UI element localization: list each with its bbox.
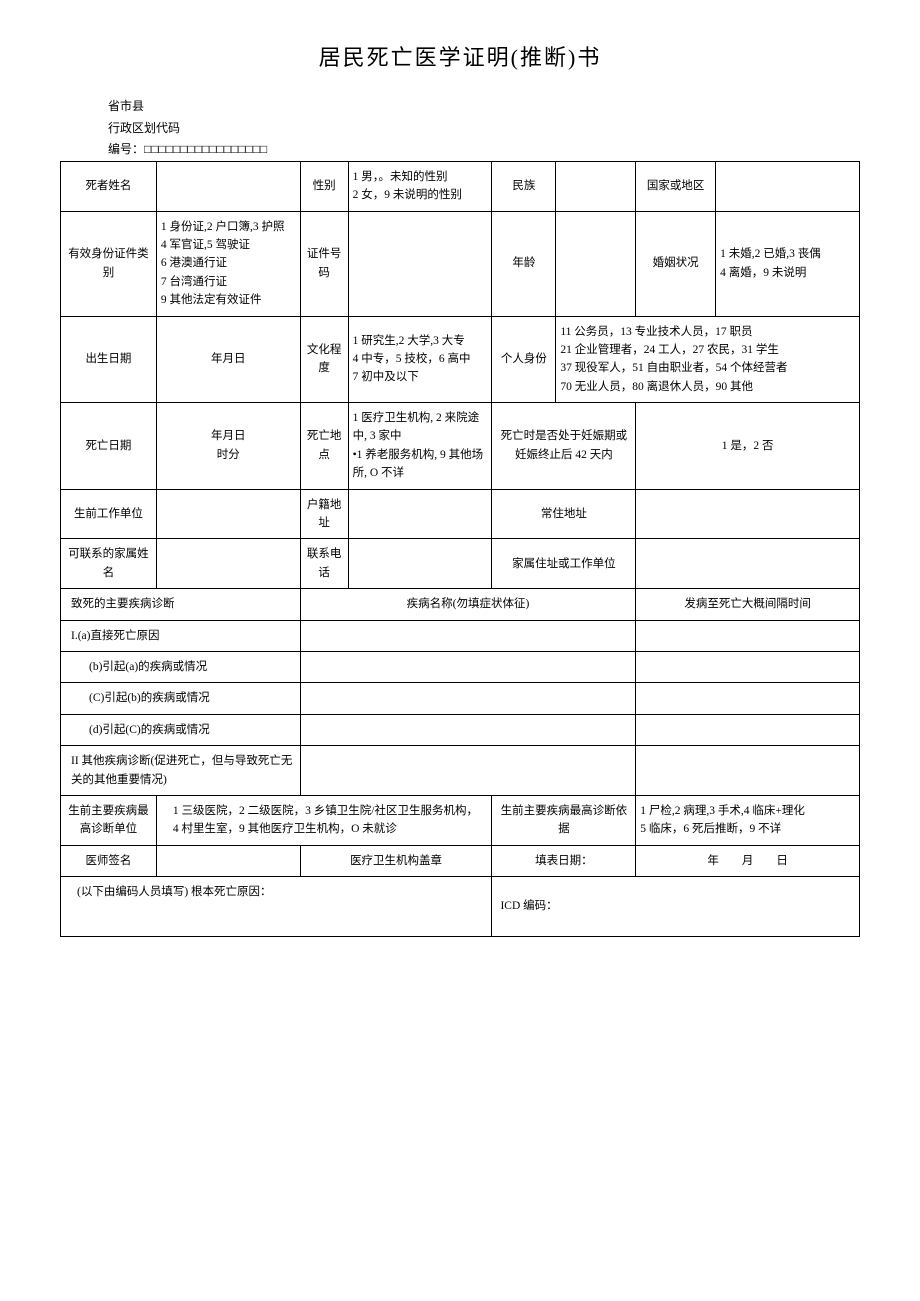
- label-age: 年龄: [492, 211, 556, 316]
- field-fill-date[interactable]: 年 月 日: [636, 845, 860, 876]
- label-icd[interactable]: ICD 编码：: [492, 877, 860, 937]
- label-cause-c: (C)引起(b)的疾病或情况: [61, 683, 301, 714]
- field-contact-name[interactable]: [156, 539, 300, 589]
- field-identity-opts: 11 公务员，13 专业技术人员，17 职员 21 企业管理者，24 工人，27…: [556, 316, 860, 403]
- field-id-no[interactable]: [348, 211, 492, 316]
- label-marital: 婚姻状况: [636, 211, 716, 316]
- field-diag-basis-opts: 1 尸检,2 病理,3 手术,4 临床+理化 5 临床，6 死后推断，9 不详: [636, 795, 860, 845]
- label-cause-ii: II 其他疾病诊断(促进死亡，但与导致死亡无关的其他重要情况): [61, 746, 301, 796]
- label-country: 国家或地区: [636, 161, 716, 211]
- label-diag-basis: 生前主要疾病最高诊断依据: [492, 795, 636, 845]
- label-id-type: 有效身份证件类别: [61, 211, 157, 316]
- field-ethnic[interactable]: [556, 161, 636, 211]
- label-reg-addr: 户籍地址: [300, 489, 348, 539]
- field-sex-opts: 1 男，。未知的性别 2 女，9 未说明的性别: [348, 161, 492, 211]
- field-cause-d-name[interactable]: [300, 714, 636, 745]
- field-death-place-opts: 1 医疗卫生机构, 2 来院途中, 3 家中 •1 养老服务机构, 9 其他场所…: [348, 403, 492, 490]
- field-edu-opts: 1 研究生,2 大学,3 大专 4 中专，5 技校，6 高中 7 初中及以下: [348, 316, 492, 403]
- field-res-addr[interactable]: [636, 489, 860, 539]
- field-birth[interactable]: 年月日: [156, 316, 300, 403]
- label-contact-addr: 家属住址或工作单位: [492, 539, 636, 589]
- label-res-addr: 常住地址: [492, 489, 636, 539]
- label-interval-header: 发病至死亡大概间隔时间: [636, 589, 860, 620]
- field-diag-unit-opts: 1 三级医院，2 二级医院，3 乡镇卫生院/社区卫生服务机构， 4 村里生室，9…: [156, 795, 492, 845]
- field-country[interactable]: [716, 161, 860, 211]
- field-pregnancy-opts: 1 是，2 否: [636, 403, 860, 490]
- label-org-stamp: 医疗卫生机构盖章: [300, 845, 492, 876]
- field-cause-a-name[interactable]: [300, 620, 636, 651]
- field-cause-c-interval[interactable]: [636, 683, 860, 714]
- field-marital-opts: 1 未婚,2 已婚,3 丧偶 4 离婚，9 未说明: [716, 211, 860, 316]
- header-province: 省市县: [108, 96, 860, 118]
- label-cause-a: I.(a)直接死亡原因: [61, 620, 301, 651]
- field-cause-d-interval[interactable]: [636, 714, 860, 745]
- label-diag-unit: 生前主要疾病最高诊断单位: [61, 795, 157, 845]
- field-cause-a-interval[interactable]: [636, 620, 860, 651]
- label-cause-b: (b)引起(a)的疾病或情况: [61, 651, 301, 682]
- field-cause-c-name[interactable]: [300, 683, 636, 714]
- label-contact-phone: 联系电话: [300, 539, 348, 589]
- label-birth: 出生日期: [61, 316, 157, 403]
- field-contact-phone[interactable]: [348, 539, 492, 589]
- label-sex: 性别: [300, 161, 348, 211]
- field-death-date[interactable]: 年月日 时分: [156, 403, 300, 490]
- label-pregnancy: 死亡时是否处于妊娠期或妊娠终止后 42 天内: [492, 403, 636, 490]
- field-age[interactable]: [556, 211, 636, 316]
- field-doctor-sign[interactable]: [156, 845, 300, 876]
- header-admin-code: 行政区划代码: [108, 118, 860, 140]
- death-cert-form: 死者姓名 性别 1 男，。未知的性别 2 女，9 未说明的性别 民族 国家或地区…: [60, 161, 860, 937]
- field-cause-ii-interval[interactable]: [636, 746, 860, 796]
- field-reg-addr[interactable]: [348, 489, 492, 539]
- label-root-cause[interactable]: (以下由编码人员填写) 根本死亡原因：: [61, 877, 492, 937]
- field-cause-b-interval[interactable]: [636, 651, 860, 682]
- label-ethnic: 民族: [492, 161, 556, 211]
- label-contact-name: 可联系的家属姓名: [61, 539, 157, 589]
- header-serial: 编号：□□□□□□□□□□□□□□□□□: [108, 139, 860, 161]
- field-contact-addr[interactable]: [636, 539, 860, 589]
- label-diag-header: 致死的主要疾病诊断: [61, 589, 301, 620]
- label-fill-date: 填表日期：: [492, 845, 636, 876]
- field-id-type-opts: 1 身份证,2 户口簿,3 护照 4 军官证,5 驾驶证 6 港澳通行证 7 台…: [156, 211, 300, 316]
- field-name[interactable]: [156, 161, 300, 211]
- label-cause-d: (d)引起(C)的疾病或情况: [61, 714, 301, 745]
- label-death-date: 死亡日期: [61, 403, 157, 490]
- field-cause-b-name[interactable]: [300, 651, 636, 682]
- label-work-unit: 生前工作单位: [61, 489, 157, 539]
- label-doctor-sign: 医师签名: [61, 845, 157, 876]
- label-edu: 文化程度: [300, 316, 348, 403]
- label-id-no: 证件号码: [300, 211, 348, 316]
- label-disease-name-header: 疾病名称(勿填症状体征): [300, 589, 636, 620]
- label-identity: 个人身份: [492, 316, 556, 403]
- field-cause-ii-name[interactable]: [300, 746, 636, 796]
- label-name: 死者姓名: [61, 161, 157, 211]
- header-block: 省市县 行政区划代码 编号：□□□□□□□□□□□□□□□□□: [108, 96, 860, 161]
- label-death-place: 死亡地点: [300, 403, 348, 490]
- field-work-unit[interactable]: [156, 489, 300, 539]
- page-title: 居民死亡医学证明(推断)书: [60, 40, 860, 72]
